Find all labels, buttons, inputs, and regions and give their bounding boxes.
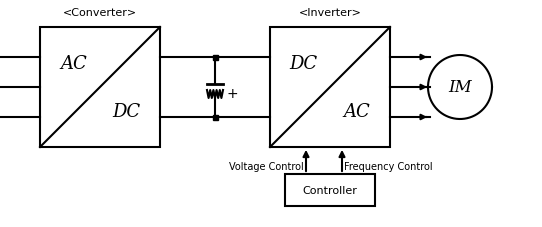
Bar [270, 28, 390, 147]
Text: DC: DC [112, 103, 140, 121]
Text: DC: DC [289, 55, 318, 73]
Text: +: + [227, 87, 238, 101]
Bar [285, 174, 375, 206]
Text: AC: AC [343, 103, 370, 121]
Text: Controller: Controller [302, 185, 357, 195]
Text: Voltage Control: Voltage Control [229, 161, 304, 171]
Bar [40, 28, 160, 147]
Bar [212, 115, 217, 120]
Text: AC: AC [60, 55, 87, 73]
Bar [212, 55, 217, 60]
Text: <Converter>: <Converter> [63, 8, 137, 18]
Text: <Inverter>: <Inverter> [299, 8, 362, 18]
Text: Frequency Control: Frequency Control [344, 161, 433, 171]
Text: IM: IM [448, 79, 472, 96]
